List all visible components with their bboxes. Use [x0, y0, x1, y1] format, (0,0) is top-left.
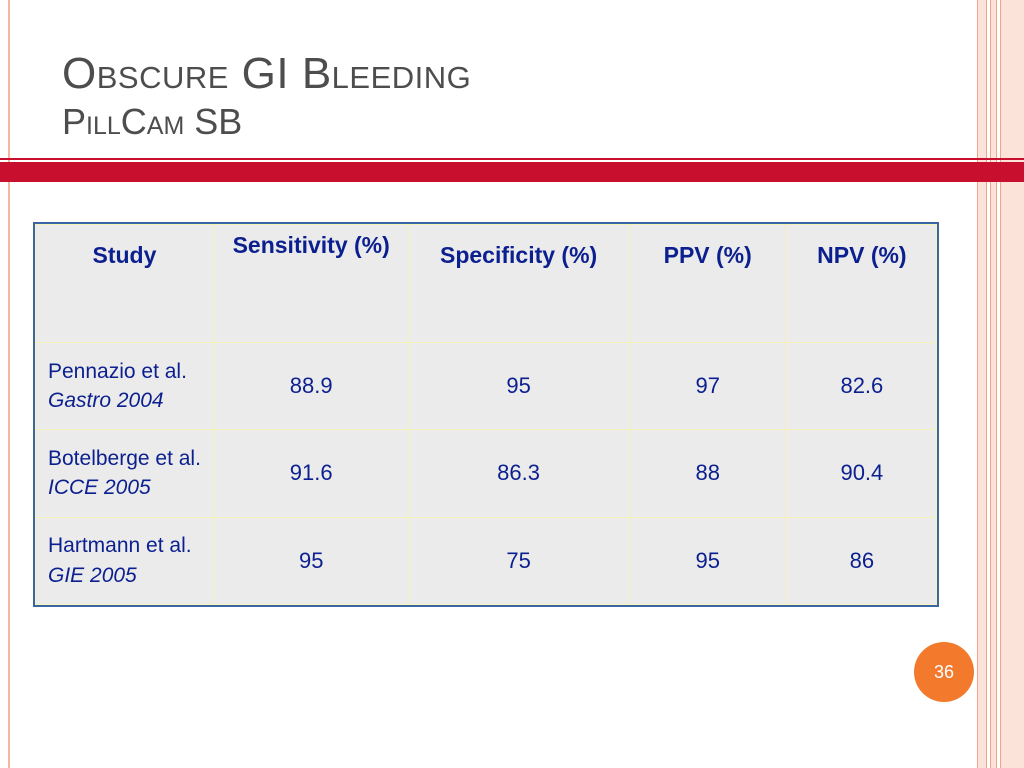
- page-number-badge: 36: [914, 642, 974, 702]
- header-ppv: PPV (%): [627, 224, 788, 343]
- study-name: Pennazio et al.: [48, 359, 187, 383]
- table-row: Pennazio et al. Gastro 2004 88.9 95 97 8…: [35, 341, 938, 431]
- sensitivity-cell: 91.6: [212, 429, 410, 518]
- study-source: Gastro 2004: [48, 389, 164, 413]
- header-npv: NPV (%): [786, 224, 938, 343]
- header-study: Study: [35, 224, 214, 343]
- ppv-cell: 97: [627, 341, 788, 431]
- header-sensitivity: Sensitivity (%): [212, 224, 410, 343]
- study-name: Hartmann et al.: [48, 534, 192, 558]
- right-decorative-stripe: [1000, 0, 1024, 768]
- table-row: Botelberge et al. ICCE 2005 91.6 86.3 88…: [35, 429, 938, 518]
- slide-title-line1: Obscure GI Bleeding: [62, 49, 472, 98]
- npv-cell: 82.6: [786, 341, 938, 431]
- specificity-cell: 95: [408, 341, 629, 431]
- specificity-cell: 75: [408, 516, 629, 606]
- sensitivity-cell: 88.9: [212, 341, 410, 431]
- npv-cell: 90.4: [786, 429, 938, 518]
- study-source: ICCE 2005: [48, 476, 151, 500]
- slide-subtitle: PillCam SB: [62, 101, 243, 142]
- left-decorative-line: [8, 0, 10, 768]
- right-decorative-stripe: [990, 0, 997, 768]
- study-source: GIE 2005: [48, 563, 137, 587]
- right-decorative-stripe: [977, 0, 987, 768]
- table-header-row: Study Sensitivity (%) Specificity (%) PP…: [35, 224, 938, 343]
- specificity-cell: 86.3: [408, 429, 629, 518]
- table-row: Hartmann et al. GIE 2005 95 75 95 86: [35, 516, 938, 606]
- ppv-cell: 95: [627, 516, 788, 606]
- ppv-cell: 88: [627, 429, 788, 518]
- sensitivity-cell: 95: [212, 516, 410, 606]
- npv-cell: 86: [786, 516, 938, 606]
- study-cell: Hartmann et al. GIE 2005: [35, 516, 214, 606]
- study-cell: Botelberge et al. ICCE 2005: [35, 429, 214, 518]
- study-name: Botelberge et al.: [48, 447, 201, 471]
- divider-thin: [0, 158, 1024, 160]
- study-cell: Pennazio et al. Gastro 2004: [35, 341, 214, 431]
- header-specificity: Specificity (%): [408, 224, 629, 343]
- divider-bar: [0, 162, 1024, 182]
- results-table: Study Sensitivity (%) Specificity (%) PP…: [33, 222, 939, 607]
- slide-title: Obscure GI Bleeding PillCam SB: [62, 52, 471, 140]
